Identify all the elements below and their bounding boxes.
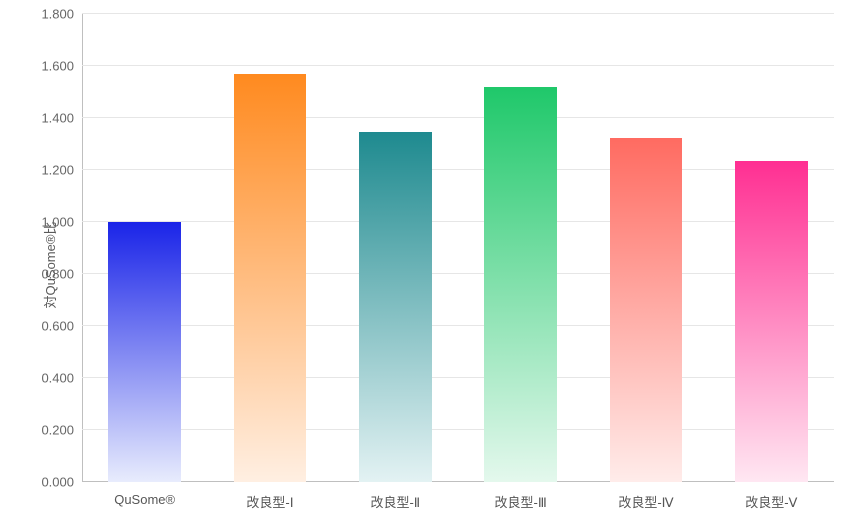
grid-line: [82, 325, 834, 326]
y-tick-label: 1.400: [41, 111, 82, 126]
bar: [610, 138, 683, 483]
bar-chart: 対QuSome®比 0.0000.2000.4000.6000.8001.000…: [0, 0, 855, 530]
x-axis-line: [82, 481, 834, 482]
y-tick-label: 1.800: [41, 7, 82, 22]
x-tick-label: QuSome®: [114, 482, 175, 507]
bar: [108, 222, 181, 482]
x-tick-label: 改良型-Ⅳ: [618, 482, 673, 511]
y-tick-label: 1.600: [41, 59, 82, 74]
x-tick-label: 改良型-Ⅴ: [745, 482, 797, 511]
y-tick-label: 1.000: [41, 215, 82, 230]
x-tick-label: 改良型-Ⅰ: [246, 482, 293, 511]
bar: [359, 132, 432, 482]
grid-line: [82, 273, 834, 274]
grid-line: [82, 117, 834, 118]
grid-line: [82, 169, 834, 170]
y-tick-label: 0.800: [41, 267, 82, 282]
y-tick-label: 0.000: [41, 475, 82, 490]
grid-line: [82, 13, 834, 14]
y-tick-label: 0.600: [41, 319, 82, 334]
x-tick-label: 改良型-Ⅲ: [495, 482, 547, 511]
bar: [484, 87, 557, 482]
bar: [234, 74, 307, 482]
y-tick-label: 0.400: [41, 371, 82, 386]
grid-line: [82, 65, 834, 66]
y-axis-label: 対QuSome®比: [40, 222, 59, 309]
x-tick-label: 改良型-Ⅱ: [370, 482, 420, 511]
y-tick-label: 1.200: [41, 163, 82, 178]
grid-line: [82, 377, 834, 378]
bar: [735, 161, 808, 482]
grid-line: [82, 221, 834, 222]
grid-line: [82, 429, 834, 430]
y-tick-label: 0.200: [41, 423, 82, 438]
y-axis-line: [82, 14, 83, 482]
plot-area: 0.0000.2000.4000.6000.8001.0001.2001.400…: [82, 14, 834, 482]
